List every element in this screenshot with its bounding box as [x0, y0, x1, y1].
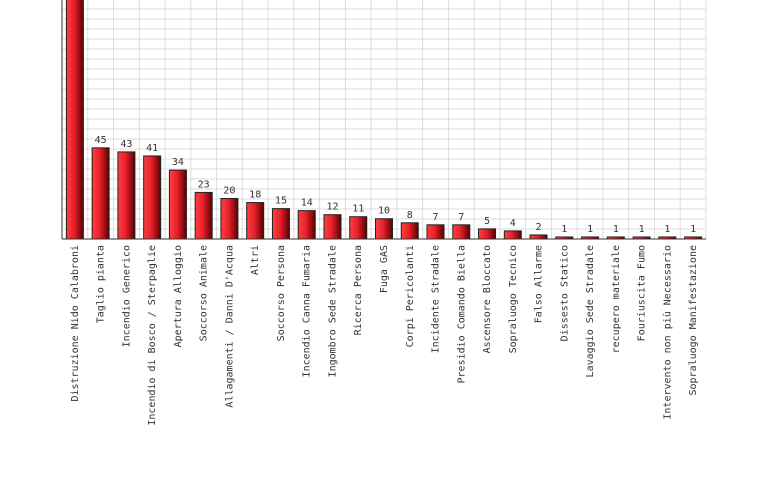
x-tick-label: Presidio Comando Biella [456, 245, 467, 383]
x-tick-label: Fuga GAS [379, 245, 390, 293]
value-label: 43 [120, 139, 132, 150]
bar [375, 218, 393, 240]
value-label: 20 [223, 185, 235, 196]
bar [323, 214, 342, 240]
x-tick-label: Soccorso Animale [199, 245, 210, 341]
value-label: 41 [146, 143, 158, 154]
value-label: 18 [249, 190, 261, 201]
value-label: 45 [95, 135, 107, 146]
x-tick-label: recupero materiale [611, 245, 622, 353]
value-label: 5 [484, 216, 490, 227]
x-tick-label: Corpi Pericolanti [405, 245, 416, 347]
bar [220, 197, 239, 240]
bar [426, 224, 445, 240]
bar [271, 208, 290, 240]
bar [246, 202, 265, 240]
value-label: 11 [352, 204, 364, 215]
bar [478, 228, 497, 240]
bar [349, 216, 368, 240]
bar [194, 191, 213, 240]
x-tick-label: Ascensore Bloccato [482, 245, 493, 353]
bar [529, 234, 548, 240]
value-label: 7 [458, 212, 464, 223]
x-tick-label: Incendio Generico [121, 245, 132, 347]
x-tick-label: Falso Allarme [534, 245, 545, 323]
value-label: 8 [407, 210, 413, 221]
x-tick-label: Distruzione Nido Calabroni [70, 245, 81, 402]
value-label: 12 [326, 202, 338, 213]
value-label: 4 [510, 218, 516, 229]
value-label: 2 [536, 222, 542, 233]
x-tick-label: Intervento non più Necessario [661, 245, 673, 420]
value-label: 7 [433, 212, 439, 223]
value-label: 34 [172, 157, 184, 168]
bar [452, 224, 471, 240]
value-label: 1 [561, 224, 567, 235]
bar [143, 155, 162, 240]
x-tick-label: Apertura Alloggio [173, 245, 184, 347]
value-label: 1 [690, 224, 696, 235]
value-label: 23 [198, 179, 210, 190]
value-label: 10 [378, 206, 390, 217]
x-tick-label: Lavaggio Sede Stradale [585, 245, 596, 377]
value-label: 1 [587, 224, 593, 235]
x-tick-label: Sopraluogo Tecnico [508, 245, 519, 353]
x-tick-label: Altri [250, 245, 261, 275]
x-tick-label: Incendio Canna Fumaria [302, 245, 313, 377]
bar [65, 0, 84, 240]
value-label: 1 [613, 224, 619, 235]
value-label: 1 [639, 224, 645, 235]
x-tick-label: Incendio di Bosco / Sterpaglie [147, 245, 158, 426]
bar [91, 147, 110, 240]
x-tick-label: Ingombro Sede Stradale [327, 245, 338, 377]
value-label: 1 [664, 224, 670, 235]
x-tick-label: Ricerca Persona [353, 245, 364, 335]
value-label: 15 [275, 196, 287, 207]
bar [117, 151, 136, 240]
bar [297, 210, 316, 240]
x-tick-label: Taglio pianta [96, 245, 107, 323]
x-tick-label: Incidente Stradale [431, 245, 442, 353]
x-tick-label: Dissesto Statico [559, 245, 570, 341]
x-tick-label: Sopraluogo Manifestazione [688, 245, 699, 396]
x-tick-label: Allagamenti / Danni D'Acqua [224, 245, 235, 408]
value-label: 14 [301, 198, 313, 209]
x-tick-label: Fouriuscita Fumo [637, 245, 648, 341]
bar [503, 230, 522, 240]
bar [400, 222, 419, 240]
x-tick-label: Soccorso Persona [276, 245, 287, 341]
bar [168, 169, 187, 240]
